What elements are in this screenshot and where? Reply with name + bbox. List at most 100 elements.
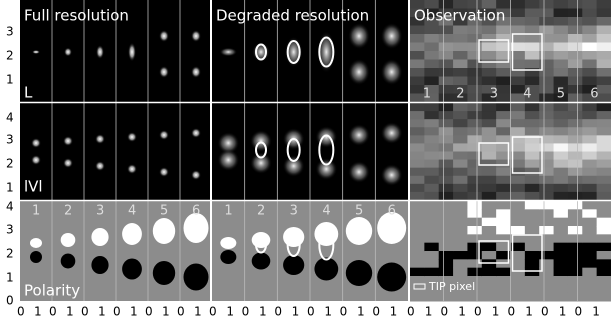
obs-pixel bbox=[596, 167, 611, 177]
obs-pixel bbox=[510, 159, 526, 169]
contour bbox=[511, 136, 543, 174]
obs-pixel bbox=[510, 267, 526, 277]
obs-pixel bbox=[496, 25, 511, 35]
blob bbox=[159, 167, 169, 177]
obs-pixel bbox=[467, 276, 483, 285]
panel-number: 4 bbox=[322, 204, 330, 219]
blob bbox=[380, 122, 403, 144]
obs-pixel bbox=[582, 93, 598, 103]
obs-pixel bbox=[510, 34, 526, 43]
obs-pixel bbox=[582, 119, 598, 128]
obs-pixel bbox=[510, 59, 526, 69]
x-tick-label: 1 bbox=[324, 305, 332, 319]
obs-pixel bbox=[481, 8, 497, 18]
x-tick-label: 0 bbox=[372, 305, 380, 319]
obs-pixel bbox=[467, 68, 483, 77]
obs-pixel bbox=[496, 191, 511, 201]
obs-pixel bbox=[424, 85, 440, 94]
obs-pixel bbox=[553, 175, 569, 185]
y-tick-label: 1 bbox=[6, 271, 14, 285]
obs-pixel bbox=[481, 209, 497, 219]
obs-pixel bbox=[496, 8, 511, 18]
obs-pixel bbox=[424, 151, 440, 161]
obs-pixel bbox=[453, 17, 468, 26]
obs-pixel bbox=[438, 175, 454, 185]
obs-pixel bbox=[510, 292, 526, 302]
polarity-negative bbox=[314, 257, 339, 281]
polarity-positive bbox=[345, 217, 373, 245]
obs-pixel bbox=[524, 159, 540, 169]
obs-pixel bbox=[582, 0, 598, 9]
contour bbox=[511, 234, 543, 272]
obs-pixel bbox=[510, 25, 526, 35]
obs-pixel bbox=[596, 175, 611, 185]
panel-number: 1 bbox=[32, 204, 40, 219]
polarity-positive bbox=[251, 232, 271, 248]
obs-pixel bbox=[410, 217, 425, 227]
obs-pixel bbox=[539, 119, 555, 128]
obs-pixel bbox=[481, 167, 497, 177]
obs-pixel bbox=[438, 51, 454, 60]
polarity-negative bbox=[60, 253, 76, 269]
obs-pixel bbox=[453, 42, 468, 52]
obs-pixel bbox=[410, 127, 425, 136]
obs-pixel bbox=[539, 111, 555, 120]
blob bbox=[348, 22, 370, 50]
obs-pixel bbox=[524, 167, 540, 177]
y-tick-label: 1 bbox=[6, 181, 14, 195]
obs-pixel bbox=[567, 201, 583, 210]
obs-pixel bbox=[453, 226, 468, 235]
obs-pixel bbox=[510, 103, 526, 112]
y-tick-label: 3 bbox=[6, 133, 14, 147]
obs-pixel bbox=[424, 217, 440, 227]
obs-pixel bbox=[582, 242, 598, 252]
obs-pixel bbox=[496, 267, 511, 277]
obs-pixel bbox=[410, 85, 425, 94]
obs-pixel bbox=[553, 209, 569, 219]
obs-pixel bbox=[481, 42, 497, 52]
obs-pixel bbox=[524, 175, 540, 185]
contour bbox=[318, 229, 335, 261]
obs-pixel bbox=[496, 85, 511, 94]
panel-number: 2 bbox=[257, 204, 265, 219]
panel-number: 4 bbox=[523, 87, 531, 102]
obs-pixel bbox=[453, 25, 468, 35]
obs-pixel bbox=[596, 8, 611, 18]
obs-pixel bbox=[496, 242, 511, 252]
obs-pixel bbox=[438, 76, 454, 86]
obs-pixel bbox=[524, 259, 540, 269]
obs-pixel bbox=[424, 93, 440, 103]
obs-pixel bbox=[410, 111, 425, 120]
obs-pixel bbox=[510, 127, 526, 136]
obs-pixel bbox=[438, 34, 454, 43]
obs-pixel bbox=[438, 135, 454, 144]
obs-pixel bbox=[496, 127, 511, 136]
obs-pixel bbox=[467, 135, 483, 144]
obs-pixel bbox=[539, 267, 555, 277]
obs-pixel bbox=[567, 17, 583, 26]
polarity-positive bbox=[283, 227, 305, 247]
x-tick-label: 1 bbox=[130, 305, 138, 319]
x-tick-label: 1 bbox=[559, 305, 567, 319]
obs-pixel bbox=[582, 76, 598, 86]
obs-pixel bbox=[510, 76, 526, 86]
obs-pixel bbox=[553, 17, 569, 26]
obs-pixel bbox=[453, 292, 468, 302]
panel-number: 6 bbox=[192, 204, 200, 219]
obs-pixel bbox=[438, 68, 454, 77]
obs-pixel bbox=[582, 191, 598, 201]
obs-pixel bbox=[410, 175, 425, 185]
obs-pixel bbox=[596, 119, 611, 128]
contour bbox=[478, 142, 510, 166]
blob bbox=[159, 130, 169, 140]
obs-pixel bbox=[510, 259, 526, 269]
obs-pixel bbox=[453, 183, 468, 193]
obs-pixel bbox=[438, 143, 454, 152]
obs-pixel bbox=[510, 93, 526, 103]
obs-pixel bbox=[496, 119, 511, 128]
contour bbox=[286, 138, 301, 162]
obs-pixel bbox=[424, 259, 440, 269]
obs-pixel bbox=[467, 0, 483, 9]
obs-pixel bbox=[438, 59, 454, 69]
obs-pixel bbox=[582, 292, 598, 302]
